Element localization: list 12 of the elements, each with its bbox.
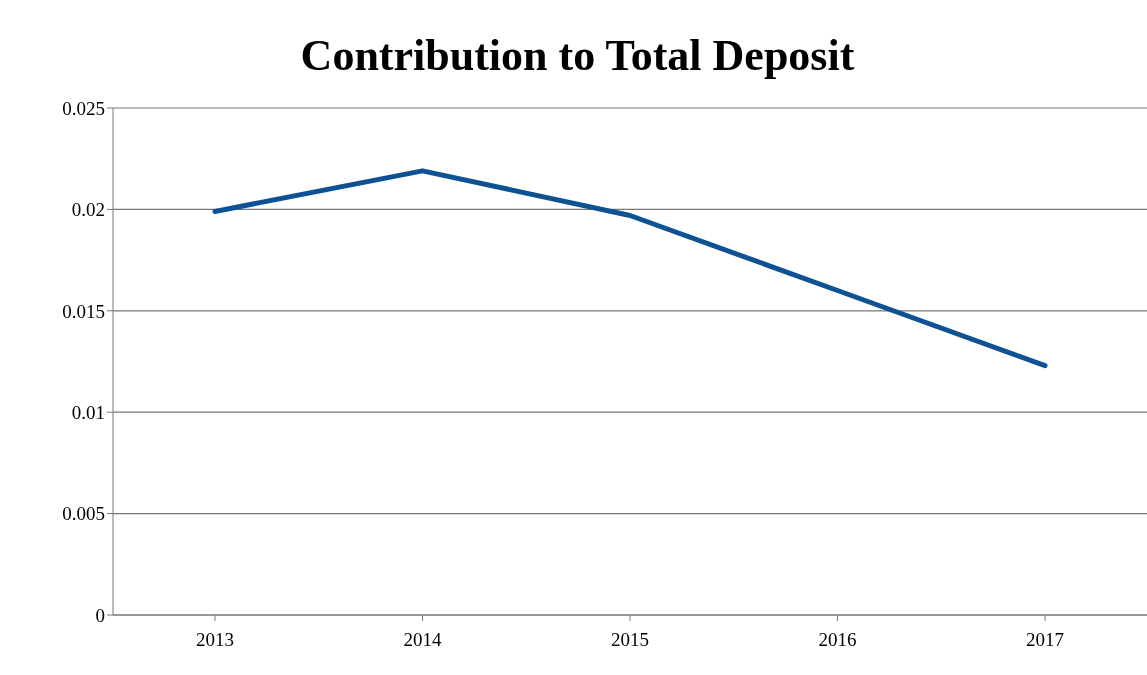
x-tick-label: 2014 <box>403 629 442 651</box>
y-tick-label: 0 <box>95 604 105 626</box>
y-tick-label: 0.01 <box>71 401 105 423</box>
y-tick-label: 0.025 <box>62 97 105 119</box>
x-tick-label: 2016 <box>818 629 857 651</box>
y-tick-label: 0.02 <box>71 199 105 221</box>
y-tick-label: 0.015 <box>62 300 105 322</box>
x-tick-label: 2017 <box>1026 629 1064 651</box>
x-tick-label: 2013 <box>196 629 234 651</box>
y-tick-label: 0.005 <box>62 503 105 525</box>
x-tick-label: 2015 <box>611 629 649 651</box>
chart-title: Contribution to Total Deposit <box>299 30 856 82</box>
